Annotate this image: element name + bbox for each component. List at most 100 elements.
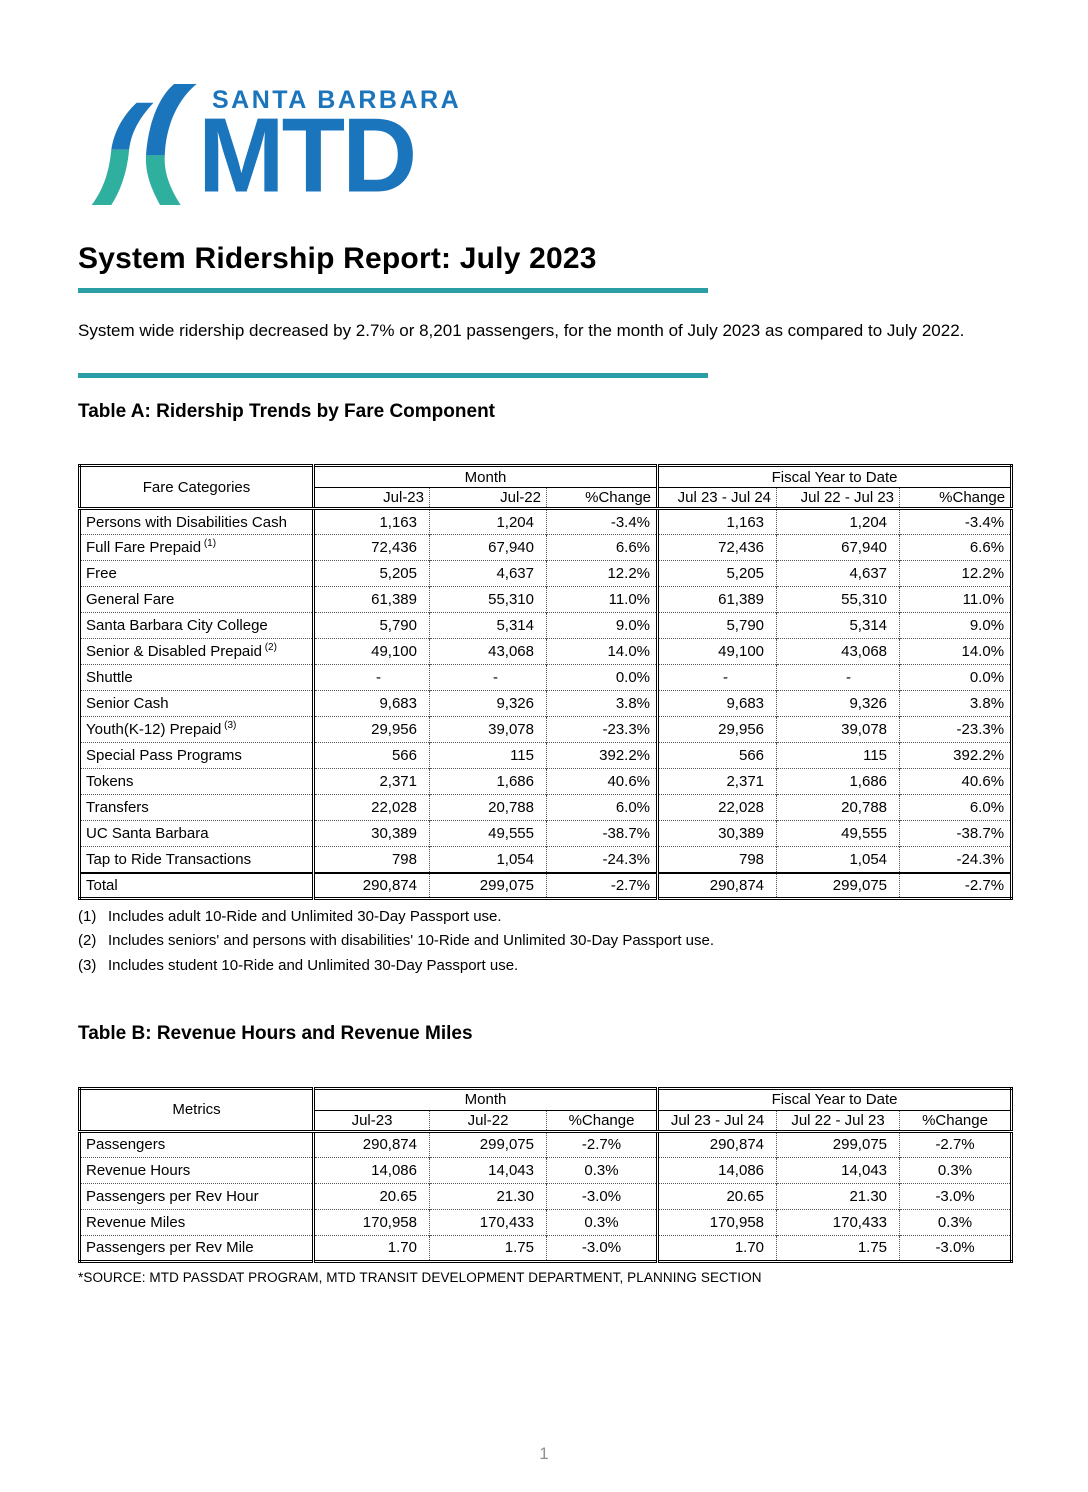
value-cell: 4,637 <box>429 560 547 587</box>
table-row: Passengers per Rev Mile 1.70 1.75 -3.0% 1.70… <box>79 1234 1012 1262</box>
column-header: %Change <box>899 1110 1012 1133</box>
value-cell: 566 <box>312 742 430 769</box>
value-cell: 170,958 <box>656 1208 777 1236</box>
pct-change-cell: -3.4% <box>899 508 1012 535</box>
title-divider <box>78 288 708 293</box>
footnote-text: Includes seniors' and persons with disab… <box>108 932 715 950</box>
table-row: Full Fare Prepaid (1) 72,436 67,940 6.6% 72,… <box>79 534 1012 561</box>
pct-change-cell: 40.6% <box>545 768 658 795</box>
value-cell: 5,205 <box>656 560 777 587</box>
value-cell: 170,433 <box>776 1208 900 1236</box>
value-cell: 4,637 <box>776 560 900 587</box>
column-header: Jul 22 - Jul 23 <box>776 487 900 511</box>
value-cell: 43,068 <box>429 638 547 665</box>
value-cell: 115 <box>429 742 547 769</box>
pct-change-cell: 9.0% <box>545 612 658 639</box>
column-group-header: Month <box>311 1088 658 1111</box>
value-cell: 67,940 <box>776 534 900 561</box>
value-cell: 5,790 <box>656 612 777 639</box>
pct-change-cell: 12.2% <box>545 560 658 587</box>
value-cell: 14,086 <box>312 1156 430 1184</box>
value-cell: 72,436 <box>656 534 777 561</box>
pct-change-cell: 6.6% <box>899 534 1012 561</box>
footnote-number: (3) <box>78 956 97 974</box>
pct-change-cell: 0.3% <box>899 1156 1012 1184</box>
table-row: Special Pass Programs 566 115 392.2% 566 115 3… <box>79 742 1012 769</box>
value-cell: - <box>776 664 900 691</box>
value-cell: 49,100 <box>656 638 777 665</box>
pct-change-cell: 0.0% <box>545 664 658 691</box>
value-cell: 1.70 <box>656 1234 777 1262</box>
row-label: General Fare <box>79 586 314 613</box>
pct-change-cell: -2.7% <box>899 1131 1012 1158</box>
pct-change-cell: 3.8% <box>545 690 658 717</box>
pct-change-cell: -2.7% <box>899 871 1012 899</box>
header-row: Fare Categories Month Fiscal Year to Date <box>79 465 1012 511</box>
value-cell: - <box>429 664 547 691</box>
column-header-label: Metrics <box>79 1088 314 1133</box>
value-cell: 55,310 <box>776 586 900 613</box>
table-row: Youth(K-12) Prepaid (3) 29,956 39,078 -23.3… <box>79 716 1012 743</box>
footnote: (2) Includes seniors' and persons with di… <box>78 931 1010 951</box>
value-cell: 798 <box>656 846 777 873</box>
table-row: Revenue Miles 170,958 170,433 0.3% 170,958 17… <box>79 1208 1012 1236</box>
value-cell: 1,204 <box>776 508 900 535</box>
column-group-header: Fiscal Year to Date <box>656 465 1012 489</box>
pct-change-cell: 392.2% <box>545 742 658 769</box>
pct-change-cell: -38.7% <box>545 820 658 847</box>
value-cell: 290,874 <box>656 1131 777 1158</box>
row-label: Revenue Miles <box>79 1208 314 1236</box>
value-cell: 2,371 <box>656 768 777 795</box>
value-cell: 290,874 <box>312 871 430 899</box>
table-row: Revenue Hours 14,086 14,043 0.3% 14,086 14,04… <box>79 1156 1012 1184</box>
logo-wordmark: SANTA BARBARA MTD <box>198 84 461 210</box>
row-label: Free <box>79 560 314 587</box>
value-cell: 9,326 <box>429 690 547 717</box>
footnote-marker: (3) <box>221 720 237 732</box>
table-row: Santa Barbara City College 5,790 5,314 9.0%… <box>79 612 1012 639</box>
source-note: *SOURCE: MTD PASSDAT PROGRAM, MTD TRANSI… <box>78 1269 762 1285</box>
value-cell: 20.65 <box>312 1182 430 1210</box>
mtd-logo: SANTA BARBARA MTD <box>88 84 1010 210</box>
footnote-marker: (2) <box>261 642 277 654</box>
column-header: Jul 23 - Jul 24 <box>656 1110 777 1133</box>
pct-change-cell: -24.3% <box>899 846 1012 873</box>
row-label: Passengers per Rev Mile <box>79 1234 314 1262</box>
value-cell: 1.75 <box>776 1234 900 1262</box>
table-row: Shuttle - -0.0% - -0.0% <box>79 664 1012 691</box>
value-cell: 1,686 <box>429 768 547 795</box>
pct-change-cell: 12.2% <box>899 560 1012 587</box>
table-a-heading: Table A: Ridership Trends by Fare Compon… <box>78 401 495 423</box>
table-row: Total 290,874 299,075 -2.7% 290,874 299,075 -2… <box>79 871 1012 899</box>
mtd-swoosh-icon <box>88 84 204 206</box>
pct-change-cell: -23.3% <box>545 716 658 743</box>
table-row: Senior Cash 9,683 9,326 3.8% 9,683 9,326 3.8% <box>79 690 1012 717</box>
row-label: Tap to Ride Transactions <box>79 846 314 873</box>
value-cell: 170,958 <box>312 1208 430 1236</box>
value-cell: 290,874 <box>312 1131 430 1158</box>
value-cell: 1.70 <box>312 1234 430 1262</box>
value-cell: 1,686 <box>776 768 900 795</box>
table-row: Tap to Ride Transactions 798 1,054 -24.3% 79… <box>79 846 1012 873</box>
value-cell: 39,078 <box>776 716 900 743</box>
footnote-text: Includes student 10-Ride and Unlimited 3… <box>108 956 519 974</box>
section-divider <box>78 373 708 379</box>
pct-change-cell: 3.8% <box>899 690 1012 717</box>
footnote: (1) Includes adult 10-Ride and Unlimited … <box>78 907 1010 927</box>
value-cell: 290,874 <box>656 871 777 899</box>
pct-change-cell: 11.0% <box>545 586 658 613</box>
table-row: Passengers per Rev Hour 20.65 21.30 -3.0% 20… <box>79 1182 1012 1210</box>
footnote-text: Includes adult 10-Ride and Unlimited 30-… <box>108 908 502 926</box>
row-label: Passengers <box>86 1136 166 1154</box>
value-cell: 20.65 <box>656 1182 777 1210</box>
value-cell: 29,956 <box>656 716 777 743</box>
value-cell: 39,078 <box>429 716 547 743</box>
column-header: Jul-22 <box>429 487 547 511</box>
pct-change-cell: 0.3% <box>899 1208 1012 1236</box>
value-cell: 14,043 <box>429 1156 547 1184</box>
column-header: %Change <box>545 487 658 511</box>
value-cell: 1,054 <box>429 846 547 873</box>
pct-change-cell: -3.4% <box>545 508 658 535</box>
pct-change-cell: 6.0% <box>545 794 658 821</box>
pct-change-cell: 6.0% <box>899 794 1012 821</box>
